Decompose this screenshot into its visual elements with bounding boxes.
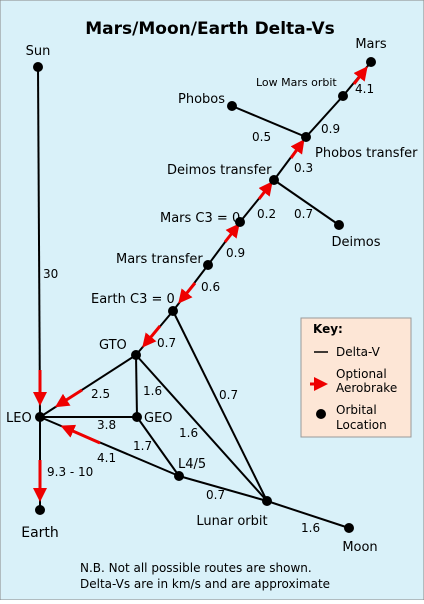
node-label: Mars transfer [116,252,203,267]
node [168,306,178,316]
node [262,496,272,506]
edge [266,500,350,529]
edge [136,416,180,477]
node [203,260,213,270]
node-label: Phobos transfer [315,146,418,161]
edge-label: 3.8 [97,418,116,432]
edge-label: 4.1 [97,451,116,465]
nodes [33,57,376,533]
edge [172,310,268,502]
key-label: Optional [336,367,387,381]
aerobrake-arrows [33,66,368,502]
edge [135,354,268,502]
title: Mars/Moon/Earth Delta-Vs [85,19,334,39]
footnote: Delta-Vs are in km/s and are approximate [80,577,330,591]
edge-label: 0.7 [294,207,313,221]
node [344,523,354,533]
edge-label: 0.7 [206,488,225,502]
edge [37,66,41,418]
node-label: GTO [99,338,127,353]
edge-label: 9.3 - 10 [47,465,93,479]
node-label: Deimos [331,235,380,250]
edge [178,475,268,502]
edge [223,223,240,243]
edge-label: 30 [43,267,58,281]
key-label: Orbital [336,403,377,417]
key-label: Delta-V [336,345,381,359]
edge-label: 4.1 [355,82,374,96]
node-label: Earth [21,525,59,541]
node [301,132,311,142]
node-label: Mars [355,37,387,52]
node-label: Phobos [178,92,225,107]
edge [178,282,197,304]
edge [352,66,368,85]
edge-label: 0.3 [294,161,313,175]
edge-label: 1.7 [133,439,152,453]
key-title: Key: [313,322,343,336]
edge [54,388,83,408]
node-labels: Sun LEO Earth GTO GEO L4/5 Lunar orbit M… [6,37,418,555]
edge [231,105,307,138]
node-label: Deimos transfer [167,163,272,178]
footnote: N.B. Not all possible routes are shown. [80,561,312,575]
edge-label: 0.6 [201,280,220,294]
node [269,175,279,185]
node-label: Lunar orbit [196,514,267,529]
edge-label: 0.9 [226,246,245,260]
node [338,91,348,101]
node [33,62,43,72]
edge-label: 2.5 [91,387,110,401]
node [235,217,245,227]
node [227,101,237,111]
node [132,412,142,422]
node-label: L4/5 [178,457,206,472]
key-label: Aerobrake [336,381,397,395]
node [35,412,45,422]
edge-label: 0.9 [321,122,340,136]
node-label: GEO [144,411,173,426]
node [366,57,376,67]
node-label: Mars C3 = 0 [160,211,240,226]
node-label: Moon [342,540,377,555]
node-label: Sun [26,44,51,59]
edge [273,179,340,226]
edge [257,181,273,200]
node [35,505,45,515]
edge-label: 0.2 [257,207,276,221]
edge-label: 0.7 [219,388,238,402]
edge [60,424,101,445]
node [334,220,344,230]
node-label: Earth C3 = 0 [91,292,175,307]
edge-label: 1.6 [179,426,198,440]
edge [142,325,162,348]
edge [289,139,305,159]
edge-labels: 30 9.3 - 10 2.5 3.8 4.1 1.6 1.7 1.6 0.7 … [43,82,374,535]
edge-label: 1.6 [301,521,320,535]
node [174,471,184,481]
edge [135,354,138,418]
key: Key: Delta-V Optional Aerobrake Orbital … [300,317,412,438]
key-label: Location [336,418,387,432]
edge-label: 0.7 [157,336,176,350]
edge-label: 0.5 [252,130,271,144]
node-label: LEO [6,411,32,426]
node-label: Low Mars orbit [256,76,337,89]
edge [305,95,344,138]
node [131,350,141,360]
node [316,409,326,419]
edge-label: 1.6 [143,384,162,398]
